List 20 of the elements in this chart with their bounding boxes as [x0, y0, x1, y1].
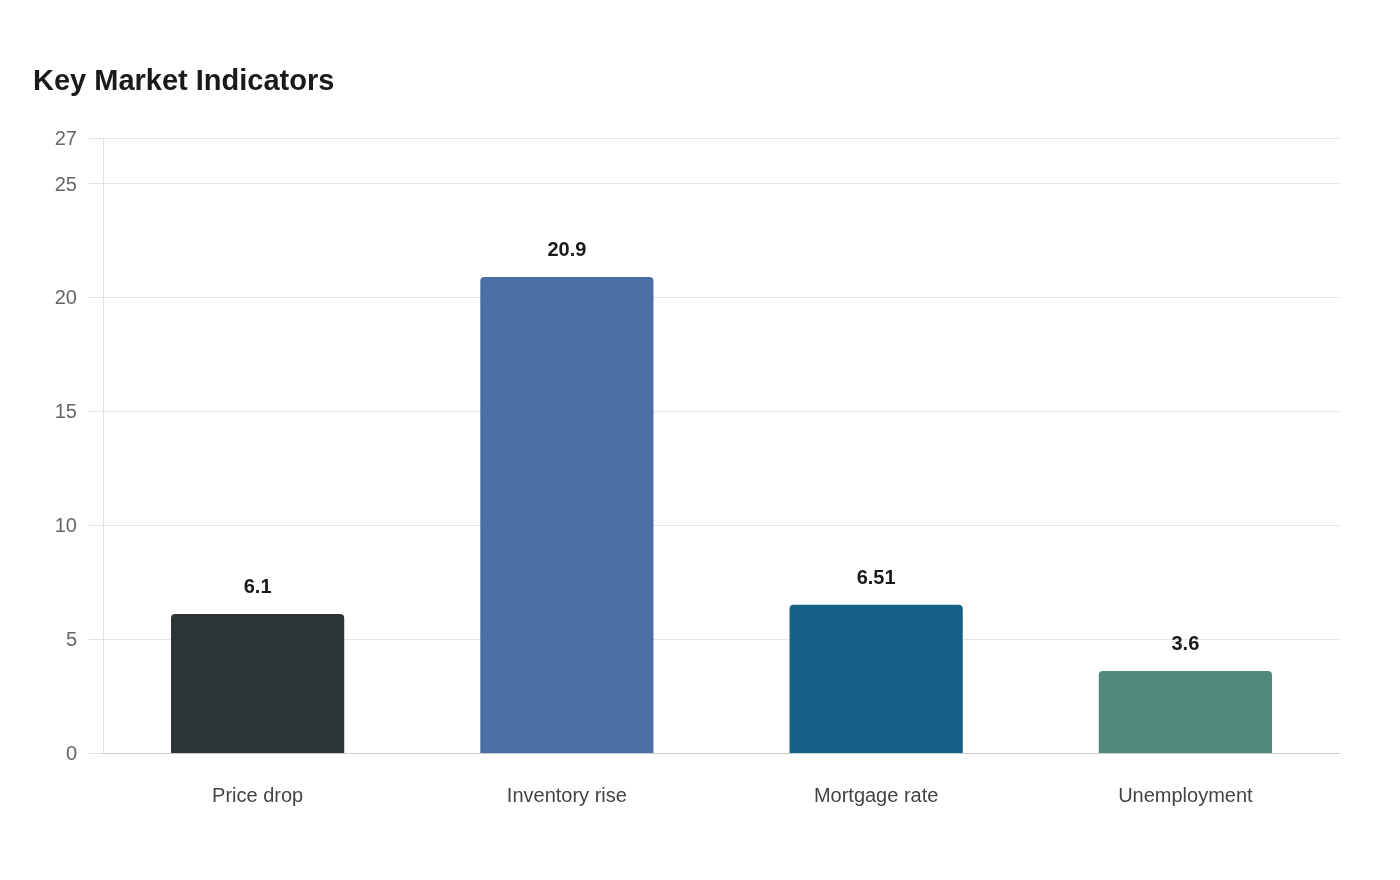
bar	[480, 276, 654, 753]
x-tick-label: Inventory rise	[506, 784, 627, 806]
x-tick-label: Mortgage rate	[813, 784, 939, 806]
data-label: 3.6	[1171, 632, 1200, 654]
y-tick-label: 20	[54, 286, 77, 309]
data-label: 6.1	[243, 575, 272, 598]
bar	[789, 604, 963, 753]
y-tick-label: 25	[54, 172, 77, 195]
x-tick-label: Unemployment	[1118, 784, 1254, 806]
y-tick-label: 15	[54, 400, 77, 423]
data-label: 6.51	[856, 565, 896, 588]
x-tick-label: Price drop	[212, 784, 304, 806]
y-tick-label: 0	[65, 742, 77, 764]
y-tick-label: 10	[54, 514, 77, 537]
bar	[171, 614, 345, 753]
y-tick-label: 27	[54, 127, 77, 149]
bar	[1098, 671, 1272, 753]
y-tick-label: 5	[65, 628, 77, 651]
chart-title: Key Market Indicators	[33, 63, 335, 96]
data-label: 20.9	[547, 237, 587, 260]
